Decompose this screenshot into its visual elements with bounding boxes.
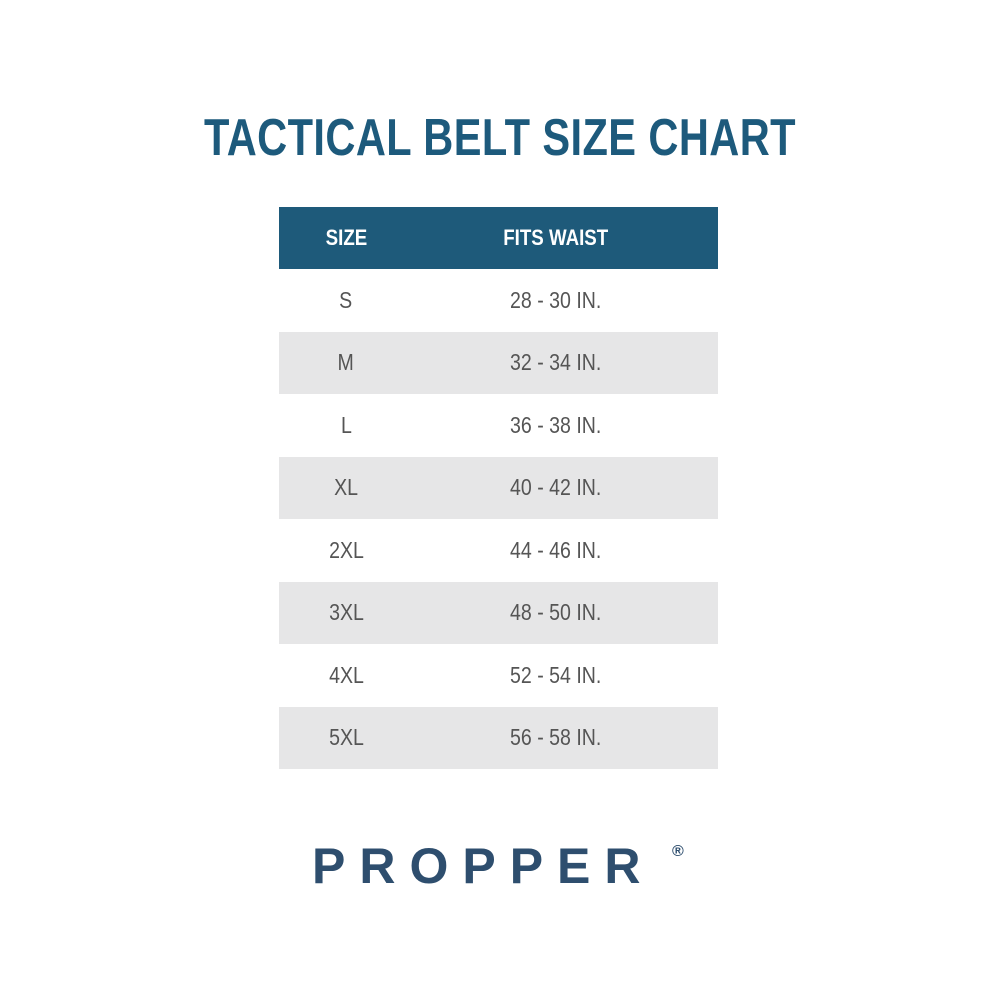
size-cell: S (339, 286, 353, 313)
propper-logo: PROPPER ® (0, 838, 1000, 893)
waist-cell: 56 - 58 IN. (509, 724, 602, 751)
table-row: 5XL 56 - 58 IN. (279, 706, 718, 769)
waist-cell: 44 - 46 IN. (509, 536, 602, 563)
waist-cell: 40 - 42 IN. (509, 474, 602, 501)
size-cell: L (340, 411, 352, 438)
table-row: 2XL 44 - 46 IN. (279, 519, 718, 582)
waist-cell: 52 - 54 IN. (509, 661, 602, 688)
registered-mark: ® (672, 843, 684, 860)
size-cell: XL (334, 474, 358, 501)
table-row: S 28 - 30 IN. (279, 269, 718, 332)
table-row: 4XL 52 - 54 IN. (279, 644, 718, 707)
logo-text: PROPPER (312, 838, 655, 888)
title-text: TACTICAL BELT SIZE CHART (204, 109, 796, 167)
table-row: XL 40 - 42 IN. (279, 456, 718, 519)
size-cell: 4XL (328, 661, 364, 688)
page-title: TACTICAL BELT SIZE CHART (0, 108, 1000, 168)
waist-cell: 48 - 50 IN. (509, 599, 602, 626)
size-cell: 5XL (328, 724, 364, 751)
table-row: L 36 - 38 IN. (279, 394, 718, 457)
size-cell: M (337, 349, 355, 376)
table-header: SIZE FITS WAIST (279, 207, 718, 269)
waist-cell: 36 - 38 IN. (509, 411, 602, 438)
header-size: SIZE (325, 225, 367, 250)
table-row: 3XL 48 - 50 IN. (279, 581, 718, 644)
waist-cell: 28 - 30 IN. (509, 286, 602, 313)
table-row: M 32 - 34 IN. (279, 331, 718, 394)
size-table: SIZE FITS WAIST S 28 - 30 IN. M 32 - 34 IN.… (279, 207, 718, 769)
size-cell: 3XL (328, 599, 364, 626)
header-fits-waist: FITS WAIST (503, 225, 608, 250)
waist-cell: 32 - 34 IN. (509, 349, 602, 376)
size-cell: 2XL (328, 536, 364, 563)
logo-graphic: PROPPER ® (312, 838, 684, 888)
